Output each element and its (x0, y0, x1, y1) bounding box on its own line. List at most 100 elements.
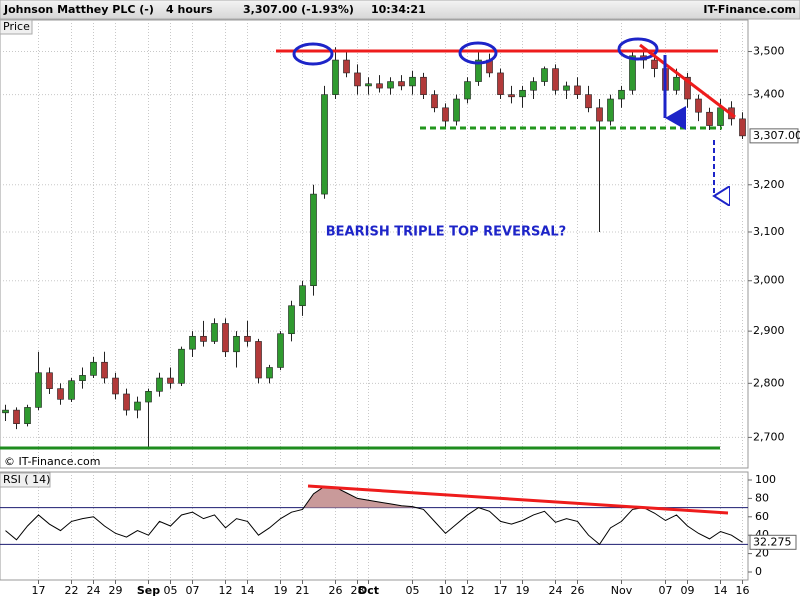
y-tick-label: 3,200 (753, 178, 785, 191)
candle-body (475, 59, 482, 82)
top-circle (458, 41, 498, 65)
candle-body (57, 388, 64, 400)
candle-body (332, 59, 339, 95)
x-tick-label: 16 (736, 584, 750, 597)
candle-body (541, 68, 548, 82)
candle-body (673, 76, 680, 91)
candle-body (134, 401, 141, 411)
candle-body (299, 285, 306, 307)
candle-body (695, 98, 702, 113)
candle-body (739, 118, 746, 137)
candle-body (508, 94, 515, 98)
candle-body (387, 81, 394, 89)
candle-body (2, 409, 9, 414)
candle-body (123, 393, 130, 411)
candle-body (277, 333, 284, 368)
rsi-line (5, 485, 743, 546)
x-tick-label: 05 (406, 584, 420, 597)
candle-body (706, 111, 713, 126)
candle-body (409, 76, 416, 87)
candle-body (585, 94, 592, 109)
candle-body (244, 335, 251, 342)
x-tick-label: 26 (329, 584, 343, 597)
x-tick-label: 12 (461, 584, 475, 597)
candle-body (497, 72, 504, 95)
x-tick-label: 19 (516, 584, 530, 597)
quote: 3,307.00 (-1.93%) (243, 3, 354, 16)
y-tick-label: 3,500 (753, 45, 785, 58)
candle-body (519, 89, 526, 98)
candle-body (354, 72, 361, 87)
header: Johnson Matthey PLC (-) 4 hours 3,307.00… (0, 0, 800, 20)
candle-body (321, 94, 328, 195)
candle-body (90, 361, 97, 376)
title: Johnson Matthey PLC (-) (3, 3, 154, 16)
candle-body (563, 85, 570, 91)
candle-body (68, 380, 75, 400)
candle-body (596, 107, 603, 122)
candle-body (453, 98, 460, 122)
x-tick-label: Nov (611, 584, 633, 597)
candle-body (431, 94, 438, 109)
y-tick-label: 0 (755, 565, 762, 578)
x-tick-label: 24 (87, 584, 101, 597)
candle-body (35, 372, 42, 408)
candle-body (684, 76, 691, 100)
candle-body (255, 341, 262, 379)
candle-body (200, 335, 207, 342)
candle-body (167, 377, 174, 384)
rsi-title: RSI ( 14) (3, 473, 50, 486)
candle-body (574, 85, 581, 95)
x-tick-label: 05 (164, 584, 178, 597)
x-tick-label: 14 (714, 584, 728, 597)
labels: 2,700 2,800 2,900 3,000 3,100 3,200 3,400 3,500… (32, 45, 800, 597)
candle-body (145, 391, 152, 403)
y-tick-label: 3,100 (753, 225, 785, 238)
candle-body (651, 59, 658, 69)
candle-body (288, 305, 295, 335)
annotations (0, 37, 736, 515)
y-tick-label: 2,900 (753, 324, 785, 337)
candle-body (189, 335, 196, 350)
y-tick-label: 20 (755, 547, 769, 560)
x-tick-label: 07 (659, 584, 673, 597)
rsi-current-box (749, 534, 797, 550)
candle-body (13, 409, 20, 424)
x-tick-label: 24 (549, 584, 563, 597)
annotation: BEARISH TRIPLE TOP REVERSAL? (326, 225, 566, 240)
candle-body (376, 83, 383, 89)
candle-body (211, 323, 218, 342)
candle-body (101, 361, 108, 379)
x-tick-label: 19 (274, 584, 288, 597)
y-tick-label: 2,800 (753, 376, 785, 389)
candle-body (717, 107, 724, 126)
rsi-label-box (0, 472, 51, 488)
candle-body (629, 55, 636, 91)
current-price-label: 3,307.00 (753, 129, 800, 142)
y-tick-label: 80 (755, 491, 769, 504)
x-tick-label: 07 (186, 584, 200, 597)
x-tick-label: 26 (571, 584, 585, 597)
candle-body (365, 83, 372, 87)
candle-body (442, 107, 449, 122)
candle-body (552, 68, 559, 91)
candle-body (222, 323, 229, 353)
panel-label: Price (3, 20, 30, 33)
interval: 4 hours (166, 3, 213, 16)
candle-body (618, 89, 625, 100)
header-bar (0, 0, 800, 20)
rsi-trend-line (307, 484, 729, 515)
candle-body (24, 407, 31, 424)
candle-body (79, 375, 86, 381)
x-tick-label: 22 (65, 584, 79, 597)
x-tick-label: 17 (32, 584, 46, 597)
current-price-box (749, 128, 799, 144)
site: IT-Finance.com (703, 3, 796, 16)
candle-body (343, 59, 350, 74)
candle-body (112, 377, 119, 395)
candle-body (156, 377, 163, 392)
time: 10:34:21 (371, 3, 426, 16)
candle-body (464, 81, 471, 100)
candle-body (266, 367, 273, 379)
